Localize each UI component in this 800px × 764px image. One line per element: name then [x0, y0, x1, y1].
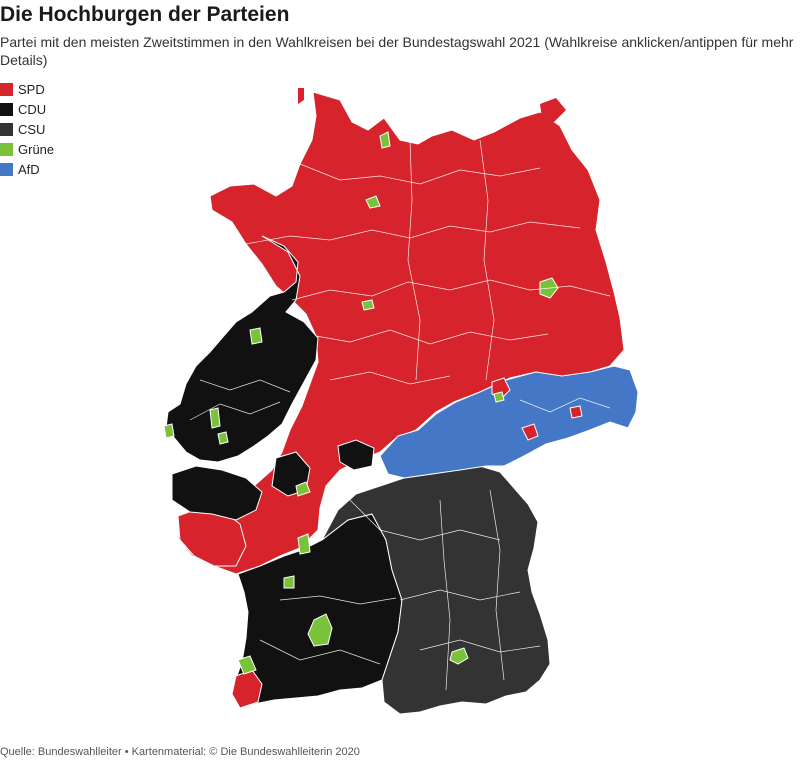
island-ruegen: [540, 98, 566, 122]
district-boundaries: [189, 139, 611, 691]
germany-election-map[interactable]: [160, 88, 645, 718]
legend-swatch-afd: [0, 162, 13, 176]
legend-item-cdu: CDU: [0, 99, 54, 119]
legend-label-cdu: CDU: [18, 101, 47, 117]
legend-swatch-spd: [0, 82, 13, 96]
island-north-sea: [298, 88, 304, 104]
page-title: Die Hochburgen der Parteien: [0, 3, 290, 26]
legend-item-gruene: Grüne: [0, 139, 54, 159]
region-gruene-hannover[interactable]: [361, 299, 375, 311]
legend-swatch-cdu: [0, 102, 13, 116]
page-subtitle: Partei mit den meisten Zweitstimmen in d…: [0, 34, 794, 68]
legend-item-spd: SPD: [0, 79, 54, 99]
region-cdu-rlp[interactable]: [171, 465, 263, 521]
legend-item-csu: CSU: [0, 119, 54, 139]
legend: SPD CDU CSU Grüne AfD: [0, 79, 54, 179]
legend-label-afd: AfD: [18, 161, 40, 177]
legend-item-afd: AfD: [0, 159, 54, 179]
legend-label-gruene: Grüne: [18, 141, 55, 157]
region-cdu-nrw[interactable]: [165, 235, 319, 463]
region-cdu-thuringia[interactable]: [337, 439, 375, 471]
legend-label-csu: CSU: [18, 121, 46, 137]
region-gruene-darmstadt[interactable]: [297, 533, 311, 555]
region-gruene-stuttgart[interactable]: [307, 613, 333, 647]
region-gruene-leipzig[interactable]: [493, 391, 505, 403]
legend-swatch-csu: [0, 122, 13, 136]
region-spd-dresden[interactable]: [569, 405, 583, 419]
region-gruene-kiel[interactable]: [379, 131, 391, 149]
region-gruene-muenster[interactable]: [249, 327, 263, 345]
region-gruene-aachen[interactable]: [163, 423, 175, 439]
region-gruene-koeln[interactable]: [209, 407, 221, 429]
legend-label-spd: SPD: [18, 81, 45, 97]
region-gruene-hamburg[interactable]: [365, 195, 381, 209]
region-gruene-muenchen[interactable]: [449, 647, 469, 665]
region-gruene-frankfurt[interactable]: [295, 481, 311, 497]
region-gruene-karlsruhe[interactable]: [283, 575, 295, 589]
region-spd-chemnitz[interactable]: [521, 423, 539, 441]
source-note: Quelle: Bundeswahlleiter • Kartenmateria…: [0, 746, 360, 758]
region-afd-saxony[interactable]: [379, 365, 639, 479]
legend-swatch-gruene: [0, 142, 13, 156]
region-gruene-freiburg[interactable]: [237, 655, 257, 675]
region-gruene-bonn[interactable]: [217, 431, 229, 445]
